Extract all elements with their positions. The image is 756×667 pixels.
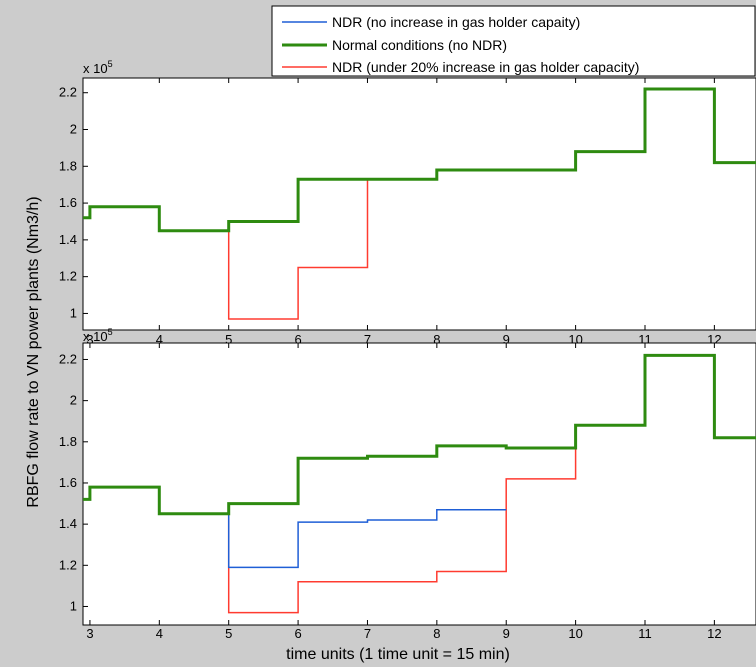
bottom-y-tick-label: 2.2 <box>59 351 77 366</box>
top-x-tick-label: 5 <box>225 332 232 347</box>
bottom-y-tick-label: 1.6 <box>59 475 77 490</box>
bottom-x-tick-label: 11 <box>638 626 652 641</box>
legend-label-ndr-20pct: NDR (under 20% increase in gas holder ca… <box>332 59 639 75</box>
top-y-tick-label: 1.2 <box>59 269 77 284</box>
bottom-y-tick-label: 1 <box>70 598 77 613</box>
top-x-tick-label: 9 <box>503 332 510 347</box>
bottom-x-tick-label: 12 <box>707 626 721 641</box>
bottom-exponent-label: x 105 <box>83 327 113 344</box>
bottom-y-tick-label: 1.4 <box>59 516 77 531</box>
bottom-x-tick-label: 8 <box>433 626 440 641</box>
bottom-y-tick-label: 1.2 <box>59 557 77 572</box>
top-y-tick-label: 2.2 <box>59 85 77 100</box>
bottom-y-tick-label: 1.8 <box>59 434 77 449</box>
top-y-tick-label: 1 <box>70 305 77 320</box>
top-x-tick-label: 4 <box>156 332 163 347</box>
top-x-tick-label: 7 <box>364 332 371 347</box>
top-y-tick-label: 1.6 <box>59 195 77 210</box>
top-x-tick-label: 3 <box>86 332 93 347</box>
bottom-series-line-1 <box>83 353 756 516</box>
bottom-x-tick-label: 9 <box>503 626 510 641</box>
x-axis-label: time units (1 time unit = 15 min) <box>286 646 510 663</box>
top-exponent-label: x 105 <box>83 59 113 76</box>
bottom-x-tick-label: 3 <box>86 626 93 641</box>
top-series-line-1 <box>83 87 756 233</box>
top-y-tick-label: 1.4 <box>59 232 77 247</box>
bottom-x-tick-label: 6 <box>294 626 301 641</box>
legend-label-normal: Normal conditions (no NDR) <box>332 37 507 53</box>
top-x-tick-label: 6 <box>294 332 301 347</box>
y-axis-label: RBFG flow rate to VN power plants (Nm3/h… <box>25 196 42 507</box>
bottom-y-tick-label: 2 <box>70 393 77 408</box>
bottom-x-tick-label: 7 <box>364 626 371 641</box>
legend-box <box>271 5 756 77</box>
bottom-panel: 1 1.2 1.4 1.6 1.8 2 2.2 3 4 5 6 7 8 9 10 11 12 x 105 <box>59 327 756 641</box>
top-y-tick-label: 2 <box>70 122 77 137</box>
bottom-x-tick-label: 10 <box>568 626 582 641</box>
bottom-plot-area <box>82 342 756 626</box>
top-y-tick-label: 1.8 <box>59 158 77 173</box>
top-plot-area <box>82 77 756 331</box>
legend: NDR (no increase in gas holder capaity) … <box>271 5 756 77</box>
bottom-x-tick-label: 4 <box>156 626 163 641</box>
legend-label-ndr-no-increase: NDR (no increase in gas holder capaity) <box>332 14 580 30</box>
top-x-tick-label: 8 <box>433 332 440 347</box>
bottom-x-tick-label: 5 <box>225 626 232 641</box>
top-panel: 11.21.41.61.822.23 4 5 6 7 8 9 10 11 12 x 105 <box>59 59 756 347</box>
